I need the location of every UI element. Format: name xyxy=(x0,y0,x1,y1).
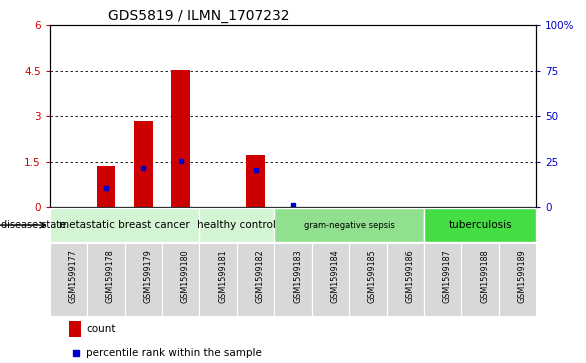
Bar xyxy=(125,243,162,316)
Text: count: count xyxy=(86,324,116,334)
Text: GSM1599189: GSM1599189 xyxy=(517,249,526,303)
Bar xyxy=(69,321,81,337)
Bar xyxy=(424,208,536,242)
Text: GSM1599181: GSM1599181 xyxy=(218,249,227,303)
Text: GSM1599188: GSM1599188 xyxy=(480,249,489,303)
Bar xyxy=(349,243,387,316)
Text: GSM1599178: GSM1599178 xyxy=(106,249,115,303)
Bar xyxy=(499,243,536,316)
Bar xyxy=(50,208,199,242)
Text: GSM1599186: GSM1599186 xyxy=(406,249,414,303)
Text: GSM1599184: GSM1599184 xyxy=(331,249,339,303)
Text: GSM1599182: GSM1599182 xyxy=(255,249,265,303)
Text: healthy control: healthy control xyxy=(197,220,277,230)
Bar xyxy=(237,243,274,316)
Text: GSM1599183: GSM1599183 xyxy=(293,249,302,303)
Bar xyxy=(134,121,153,207)
Bar xyxy=(461,243,499,316)
Text: gram-negative sepsis: gram-negative sepsis xyxy=(304,221,394,229)
Bar xyxy=(274,208,424,242)
Text: GSM1599180: GSM1599180 xyxy=(180,249,190,303)
Text: percentile rank within the sample: percentile rank within the sample xyxy=(86,348,262,358)
Bar xyxy=(172,70,190,207)
Bar xyxy=(424,243,461,316)
Bar xyxy=(162,243,199,316)
Text: tuberculosis: tuberculosis xyxy=(448,220,512,230)
Bar xyxy=(87,243,125,316)
Text: GSM1599179: GSM1599179 xyxy=(144,249,152,303)
Bar xyxy=(199,208,274,242)
Bar xyxy=(312,243,349,316)
Text: GSM1599187: GSM1599187 xyxy=(442,249,452,303)
Bar xyxy=(246,155,265,207)
Bar xyxy=(50,243,87,316)
Text: GSM1599177: GSM1599177 xyxy=(69,249,77,303)
Bar xyxy=(97,166,115,207)
Text: GDS5819 / ILMN_1707232: GDS5819 / ILMN_1707232 xyxy=(108,9,289,23)
Text: GSM1599185: GSM1599185 xyxy=(368,249,377,303)
Bar xyxy=(199,243,237,316)
Text: disease state: disease state xyxy=(1,220,66,230)
Bar xyxy=(274,243,312,316)
Bar xyxy=(387,243,424,316)
Text: metastatic breast cancer: metastatic breast cancer xyxy=(59,220,190,230)
